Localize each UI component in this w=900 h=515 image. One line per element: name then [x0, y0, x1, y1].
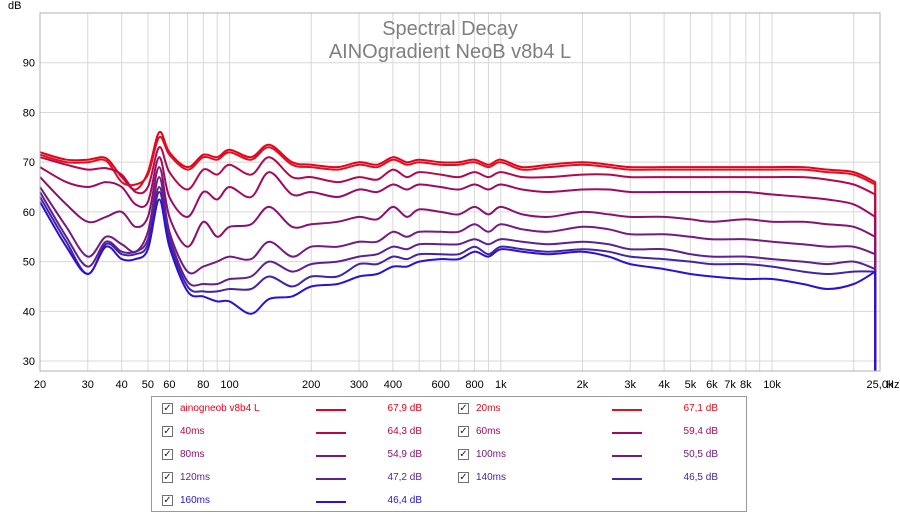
- x-tick-label: 25,0k: [867, 379, 894, 390]
- legend-entry: ✓ 140ms 46,5 dB: [452, 469, 742, 489]
- legend-checkbox[interactable]: ✓: [162, 472, 173, 483]
- legend-checkbox[interactable]: ✓: [458, 449, 469, 460]
- legend-swatch: [612, 455, 642, 457]
- legend-checkbox[interactable]: ✓: [162, 403, 173, 414]
- chart-title: Spectral Decay: [382, 18, 518, 40]
- legend-swatch: [316, 478, 346, 480]
- legend-value: 46,4 dB: [387, 495, 422, 506]
- x-tick-label: 20: [34, 379, 46, 390]
- legend-value: 50,5 dB: [683, 449, 718, 460]
- chart-subtitle: AINOgradient NeoB v8b4 L: [329, 41, 571, 63]
- legend-series-name: 40ms: [180, 426, 205, 437]
- legend-series-name: ainogneob v8b4 L: [180, 403, 260, 414]
- x-axis-ticks: 20 30 40 50 60 80 100 200 300 400 600 800 1k 2k 3k 4k 5k…: [34, 379, 894, 390]
- x-tick-label: 300: [350, 379, 368, 390]
- legend-checkbox[interactable]: ✓: [162, 495, 173, 506]
- x-tick-label: 5k: [685, 379, 697, 390]
- legend-series-name: 80ms: [180, 449, 205, 460]
- y-tick-label: 50: [23, 257, 35, 269]
- x-tick-label: 2k: [577, 379, 589, 390]
- y-tick-label: 80: [23, 107, 35, 119]
- y-axis-label: dB: [8, 0, 21, 12]
- x-tick-label: 6k: [706, 379, 718, 390]
- legend-series-name: 160ms: [180, 495, 211, 506]
- y-axis-ticks: 30 40 50 60 70 80 90: [23, 58, 35, 368]
- y-tick-label: 30: [23, 356, 35, 368]
- legend-swatch: [316, 432, 346, 434]
- legend-swatch: [316, 409, 346, 411]
- legend-series-name: 60ms: [476, 426, 501, 437]
- legend-entry: ✓ 40ms 64,3 dB: [156, 423, 446, 443]
- series-line: [39, 198, 877, 371]
- y-tick-label: 70: [23, 157, 35, 169]
- x-tick-label: 1k: [495, 379, 507, 390]
- legend-value: 64,3 dB: [387, 426, 422, 437]
- y-tick-label: 60: [23, 207, 35, 219]
- x-tick-label: 80: [197, 379, 209, 390]
- legend-entry: ✓ 120ms 47,2 dB: [156, 469, 446, 489]
- y-tick-label: 40: [23, 306, 35, 318]
- legend-checkbox[interactable]: ✓: [162, 449, 173, 460]
- x-tick-label: 4k: [658, 379, 670, 390]
- x-tick-label: 200: [302, 379, 320, 390]
- plot-border: [39, 12, 881, 372]
- series-layer: [39, 130, 877, 371]
- x-tick-label: 3k: [624, 379, 636, 390]
- legend-series-name: 140ms: [476, 472, 507, 483]
- legend-checkbox[interactable]: ✓: [458, 426, 469, 437]
- legend: ✓ ainogneob v8b4 L 67,9 dB ✓ 20ms 67,1 dB ✓ 40m…: [151, 396, 747, 512]
- x-tick-label: 600: [431, 379, 449, 390]
- legend-entry: ✓ 80ms 54,9 dB: [156, 446, 446, 466]
- legend-checkbox[interactable]: ✓: [162, 426, 173, 437]
- series-line: [39, 130, 877, 371]
- spectral-decay-chart: 30 40 50 60 70 80 90 20 30 40 50 60 80 100 200 300 400 6…: [8, 0, 899, 390]
- x-tick-label: 40: [116, 379, 128, 390]
- legend-value: 67,9 dB: [387, 403, 422, 414]
- legend-entry: ✓ 160ms 46,4 dB: [156, 492, 446, 512]
- legend-swatch: [612, 432, 642, 434]
- legend-series-name: 100ms: [476, 449, 507, 460]
- x-tick-label: 60: [163, 379, 175, 390]
- legend-value: 47,2 dB: [387, 472, 422, 483]
- legend-swatch: [316, 455, 346, 457]
- series-line: [39, 176, 877, 371]
- grid-lines: [40, 13, 880, 371]
- series-line: [39, 156, 877, 371]
- x-tick-label: 400: [384, 379, 402, 390]
- legend-series-name: 20ms: [476, 403, 501, 414]
- x-tick-label: 10k: [763, 379, 781, 390]
- legend-swatch: [316, 501, 346, 503]
- legend-value: 46,5 dB: [683, 472, 718, 483]
- series-line: [39, 190, 877, 371]
- series-line: [39, 166, 877, 371]
- x-tick-label: 30: [82, 379, 94, 390]
- legend-swatch: [612, 409, 642, 411]
- legend-checkbox[interactable]: ✓: [458, 403, 469, 414]
- legend-series-name: 120ms: [180, 472, 211, 483]
- legend-entry: ✓ 20ms 67,1 dB: [452, 400, 742, 420]
- x-axis-label: Hz: [886, 379, 899, 390]
- legend-value: 54,9 dB: [387, 449, 422, 460]
- x-tick-label: 800: [465, 379, 483, 390]
- x-tick-label: 50: [142, 379, 154, 390]
- legend-value: 67,1 dB: [683, 403, 718, 414]
- legend-value: 59,4 dB: [683, 426, 718, 437]
- legend-entry: ✓ ainogneob v8b4 L 67,9 dB: [156, 400, 446, 420]
- series-line: [39, 146, 877, 371]
- series-line: [39, 135, 877, 371]
- y-tick-label: 90: [23, 58, 35, 70]
- legend-checkbox[interactable]: ✓: [458, 472, 469, 483]
- legend-entry: ✓ 100ms 50,5 dB: [452, 446, 742, 466]
- x-tick-label: 7k: [724, 379, 736, 390]
- series-line: [39, 185, 877, 371]
- x-tick-label: 100: [220, 379, 238, 390]
- x-tick-label: 8k: [740, 379, 752, 390]
- legend-entry: ✓ 60ms 59,4 dB: [452, 423, 742, 443]
- legend-swatch: [612, 478, 642, 480]
